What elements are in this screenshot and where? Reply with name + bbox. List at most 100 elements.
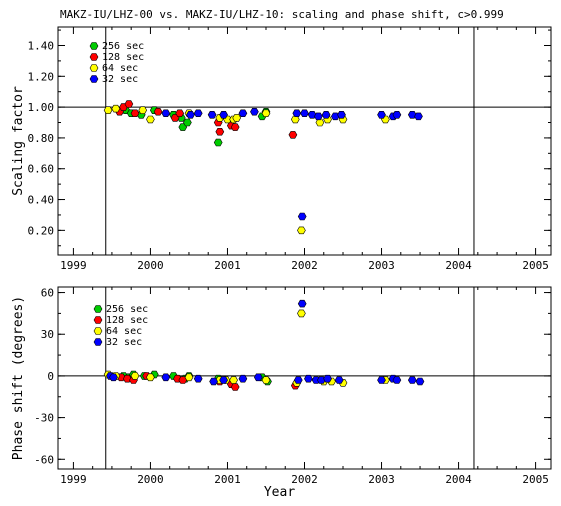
data-point: [300, 109, 309, 117]
data-point: [261, 109, 271, 117]
data-point: [161, 109, 171, 117]
data-point: [297, 299, 307, 308]
data-point: [230, 383, 240, 391]
legend-label: 256 sec: [102, 41, 144, 52]
data-point: [229, 376, 238, 384]
y-tick-label: -60: [34, 453, 54, 466]
data-point: [178, 376, 188, 384]
x-tick-label: 2004: [445, 473, 472, 486]
figure-title: MAKZ-IU/LHZ-00 vs. MAKZ-IU/LHZ-10: scali…: [60, 8, 504, 21]
data-point: [230, 123, 240, 131]
legend-label: 256 sec: [106, 304, 148, 315]
data-point: [146, 373, 155, 382]
data-point: [193, 109, 203, 117]
x-tick-label: 2001: [214, 259, 241, 272]
data-point: [111, 104, 121, 113]
data-point: [321, 111, 331, 119]
data-point: [138, 106, 148, 114]
data-point: [130, 372, 140, 380]
series-128-sec: [115, 100, 298, 139]
y-tick-label: 60: [41, 287, 54, 300]
data-point: [186, 111, 195, 119]
data-point: [232, 114, 242, 122]
data-point: [238, 374, 248, 383]
data-point: [315, 118, 325, 127]
y-tick-label: 1.20: [28, 70, 55, 83]
legend-marker: [89, 75, 99, 83]
data-point: [103, 106, 113, 114]
data-point: [184, 373, 194, 382]
scaling-factor-plot: 1999 2000 2001 2002 2003 2004 2005 0.20 0.40 0.60…: [11, 26, 552, 272]
legend-label: 128 sec: [106, 315, 148, 326]
x-tick-label: 2005: [522, 473, 549, 486]
data-point: [377, 376, 386, 384]
y-tick-label: 0: [47, 370, 54, 383]
data-point: [415, 377, 425, 386]
data-point: [213, 138, 223, 147]
data-point: [414, 112, 423, 121]
data-point: [175, 109, 185, 117]
x-tick-label: 2002: [291, 473, 318, 486]
data-point: [323, 374, 332, 383]
data-point: [334, 376, 344, 384]
legend-marker: [93, 327, 103, 335]
x-tick-label: 2004: [445, 259, 472, 272]
data-point: [297, 226, 306, 235]
data-point: [304, 374, 313, 383]
y-axis-label: Scaling factor: [11, 86, 26, 196]
data-point: [193, 374, 203, 383]
x-tick-label: 2003: [368, 473, 395, 486]
data-point: [215, 128, 225, 136]
data-point: [219, 111, 228, 119]
x-tick-label: 1999: [60, 259, 87, 272]
x-tick-label: 2002: [291, 259, 318, 272]
phase-shift-plot: 1999 2000 2001 2002 2003 2004 2005 -60 -30 0 30 60 P…: [11, 286, 552, 500]
data-point: [261, 376, 271, 384]
y-tick-label: 1.00: [28, 101, 55, 114]
data-point: [122, 374, 132, 383]
data-point: [290, 115, 300, 124]
legend-label: 128 sec: [102, 52, 144, 63]
data-point: [288, 131, 298, 139]
data-point: [130, 109, 140, 117]
x-tick-label: 2000: [137, 473, 164, 486]
x-axis-label: Year: [264, 485, 295, 500]
legend-marker: [89, 64, 99, 72]
legend-label: 32 sec: [106, 337, 142, 348]
data-point: [293, 376, 303, 384]
data-point: [109, 373, 118, 382]
data-point: [337, 111, 346, 119]
x-tick-label: 1999: [60, 473, 87, 486]
data-point: [297, 212, 307, 221]
legend-marker: [93, 305, 103, 313]
data-point: [146, 115, 155, 124]
legend-marker: [93, 338, 103, 346]
x-tick-label: 2005: [522, 259, 549, 272]
y-tick-label: -30: [34, 412, 54, 425]
x-tick-label: 2003: [368, 259, 395, 272]
data-point: [207, 111, 217, 119]
legend-label: 64 sec: [102, 63, 138, 74]
y-tick-label: 0.40: [28, 194, 55, 207]
data-point: [253, 373, 263, 382]
data-point: [297, 309, 306, 318]
y-axis-label: Phase shift (degrees): [11, 296, 26, 460]
series-32-sec: [106, 299, 425, 386]
data-point: [238, 109, 248, 117]
data-point: [317, 376, 326, 384]
series-64-sec: [103, 104, 390, 235]
y-tick-label: 0.80: [28, 132, 55, 145]
data-point: [314, 112, 323, 121]
y-tick-label: 30: [41, 328, 54, 341]
data-point: [183, 118, 192, 127]
y-tick-label: 0.60: [28, 163, 55, 176]
data-point: [153, 108, 163, 116]
legend-marker: [89, 53, 99, 61]
data-point: [250, 108, 259, 116]
legend-label: 32 sec: [102, 74, 138, 85]
x-tick-label: 2001: [214, 473, 241, 486]
data-point: [292, 109, 302, 117]
